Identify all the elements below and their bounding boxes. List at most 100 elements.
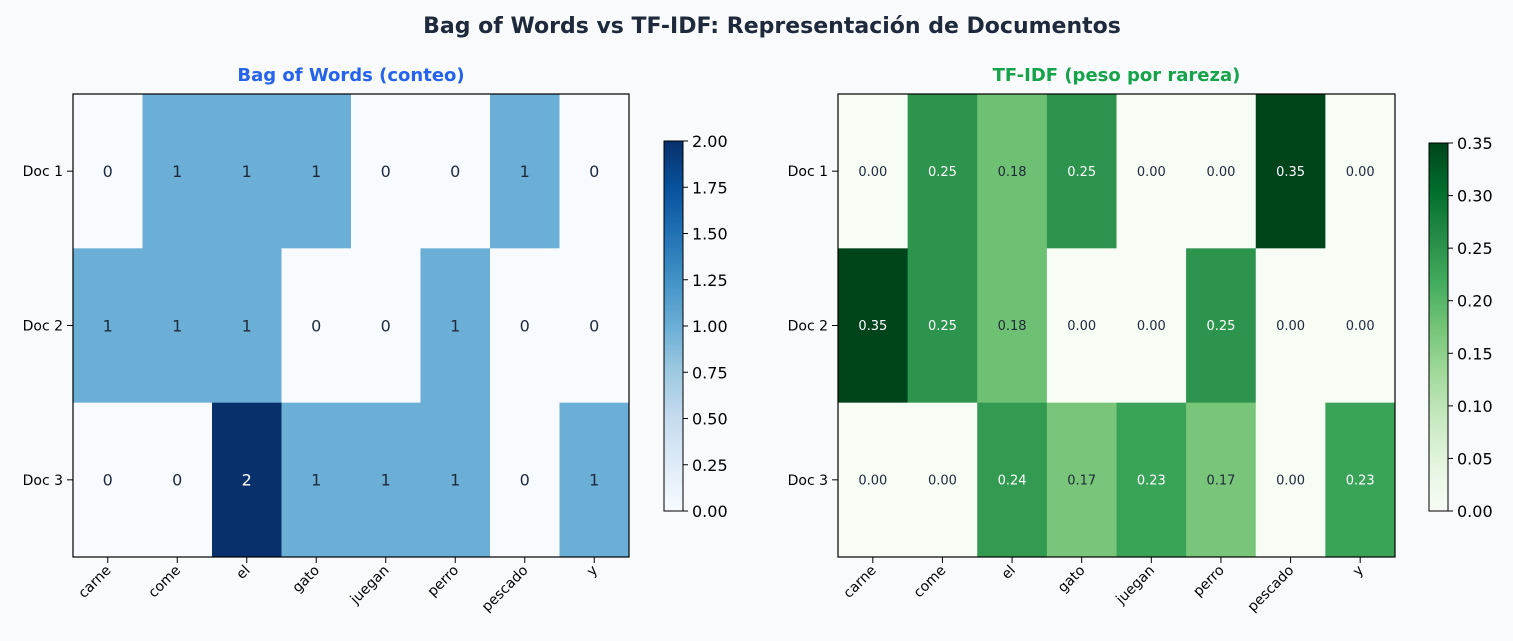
heatmap-cell (907, 402, 978, 558)
y-tick-label: Doc 3 (23, 473, 63, 489)
heatmap-cell (977, 402, 1048, 558)
x-tick-label: el (999, 563, 1019, 583)
bow-heatmap-panel: Bag of Words (conteo) 0 1 1 1 0 0 1 0 1 1 1 0 0 1 0 0 0 0 2… (23, 65, 728, 615)
cell-value-label: 1 (103, 316, 113, 335)
colorbar-tick-label: 0.75 (692, 363, 728, 382)
cell-value-label: 1 (242, 162, 252, 181)
x-tick-label: juegan (347, 563, 393, 609)
heatmap-cell (907, 94, 978, 249)
colorbar (663, 140, 684, 512)
heatmap-cell (351, 94, 421, 249)
heatmap-cell (142, 248, 213, 404)
heatmap-cell (281, 402, 352, 558)
cell-value-label: 0.35 (858, 319, 887, 334)
heatmap-cell (420, 248, 491, 404)
cell-value-label: 0.25 (1067, 165, 1096, 180)
x-tick-label: pescado (1245, 563, 1298, 616)
x-tick-label: carne (841, 563, 880, 602)
colorbar-tick-label: 1.25 (692, 271, 728, 290)
cell-value-label: 0.35 (1276, 165, 1305, 180)
heatmap-cell (212, 402, 282, 558)
heatmap-cell (1255, 248, 1326, 404)
colorbar-tick-label: 0.30 (1457, 187, 1493, 206)
cell-value-label: 0.00 (1206, 165, 1235, 180)
heatmap-cell (977, 248, 1048, 404)
heatmap-cell (1116, 248, 1187, 404)
cell-value-label: 0.25 (928, 165, 957, 180)
cell-value-label: 0.18 (998, 165, 1027, 180)
heatmap-cell (559, 248, 630, 404)
cell-value-label: 1 (172, 162, 182, 181)
y-tick-label: Doc 2 (788, 319, 828, 335)
cell-value-label: 0.00 (1346, 319, 1375, 334)
heatmap-cell (1116, 94, 1187, 249)
cell-value-label: 0.23 (1137, 474, 1166, 489)
cell-value-label: 0 (589, 162, 599, 181)
cell-value-label: 0.25 (1206, 319, 1235, 334)
heatmap-cell (838, 94, 909, 249)
heatmap-cell (838, 402, 909, 558)
cell-value-label: 0 (103, 471, 113, 490)
colorbar-tick-label: 0.20 (1457, 292, 1493, 311)
colorbar-tick-label: 0.10 (1457, 397, 1493, 416)
colorbar-tick-label: 0.15 (1457, 344, 1493, 363)
cell-value-label: 0 (381, 162, 391, 181)
y-tick-label: Doc 1 (23, 164, 63, 180)
cell-value-label: 1 (311, 471, 321, 490)
heatmap-cell (142, 94, 213, 249)
cell-value-label: 1 (520, 162, 530, 181)
heatmap-cell (212, 248, 282, 404)
heatmap-cell (73, 248, 143, 404)
heatmap-cell (281, 94, 352, 249)
cell-value-label: 0 (520, 316, 530, 335)
cell-value-label: 0.24 (998, 474, 1027, 489)
heatmap-cell (1186, 402, 1257, 558)
x-tick-label: y (1350, 563, 1367, 580)
heatmap-cell (1325, 94, 1396, 249)
heatmap-cell (490, 402, 560, 558)
x-tick-label: perro (1190, 563, 1227, 600)
cell-value-label: 0.00 (1067, 319, 1096, 334)
cell-value-label: 0 (172, 471, 182, 490)
cell-value-label: 0.00 (928, 474, 957, 489)
colorbar-tick-label: 1.50 (692, 225, 728, 244)
heatmap-cell (73, 402, 143, 558)
cell-value-label: 1 (450, 316, 460, 335)
cell-value-label: 0.00 (1276, 474, 1305, 489)
cell-value-label: 1 (172, 316, 182, 335)
cell-value-label: 0 (381, 316, 391, 335)
cell-value-label: 1 (381, 471, 391, 490)
cell-value-label: 0 (103, 162, 113, 181)
heatmap-cell (1255, 402, 1326, 558)
heatmap-cell (490, 94, 560, 249)
tfidf-heatmap-panel: TF-IDF (peso por rareza) 0.00 0.25 0.18 0.25… (788, 65, 1493, 615)
x-tick-label: gato (289, 563, 323, 597)
heatmap-cell (1325, 248, 1396, 404)
x-tick-label: carne (75, 563, 114, 602)
colorbar (1428, 142, 1449, 512)
cell-value-label: 1 (589, 471, 599, 490)
x-tick-label: perro (425, 563, 462, 600)
cell-value-label: 0 (311, 316, 321, 335)
heatmap-cell (281, 248, 352, 404)
cell-value-label: 0.17 (1206, 474, 1235, 489)
heatmap-cell (420, 402, 491, 558)
heatmap-cell (907, 248, 978, 404)
x-tick-label: come (146, 563, 185, 602)
cell-value-label: 0.25 (928, 319, 957, 334)
heatmap-cell (73, 94, 143, 249)
heatmap-cell (1255, 94, 1326, 249)
heatmap-cell (351, 248, 421, 404)
cell-value-label: 0.00 (858, 165, 887, 180)
cell-value-label: 0.00 (858, 474, 887, 489)
heatmap-cell (1186, 94, 1257, 249)
x-tick-label: el (233, 563, 253, 583)
heatmap-cell (838, 248, 909, 404)
colorbar-tick-label: 0.25 (1457, 239, 1493, 258)
cell-value-label: 2 (242, 471, 252, 490)
cell-value-label: 0.00 (1346, 165, 1375, 180)
subplot-title: Bag of Words (conteo) (237, 65, 464, 86)
y-tick-label: Doc 2 (23, 319, 63, 335)
